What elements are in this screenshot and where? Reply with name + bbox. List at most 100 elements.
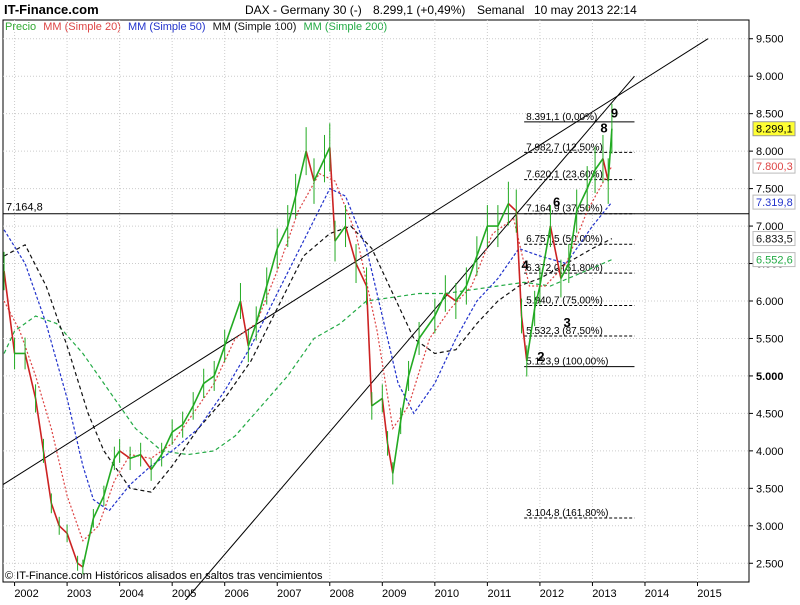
y-tick-label: 7.000 <box>756 221 784 233</box>
value-label: 6.833,5 <box>756 234 793 246</box>
sma100-line <box>3 225 613 493</box>
price-segment <box>586 169 596 189</box>
date-label: 10 may 2013 22:14 <box>534 3 637 17</box>
x-tick-label: 2012 <box>540 588 564 600</box>
last-price-label: 8.299,1 <box>756 124 793 136</box>
price-segment <box>160 431 173 455</box>
wave-label: 9 <box>611 105 618 120</box>
price-segment <box>465 255 478 287</box>
price-segment <box>525 308 536 362</box>
price-segment <box>305 150 315 182</box>
price-segment <box>371 397 383 407</box>
y-tick-label: 5.000 <box>756 371 784 383</box>
legend: Precio MM (Simple 20) MM (Simple 50) MM … <box>5 21 387 33</box>
axes: 2.500 3.000 3.500 4.000 4.500 5.000 5.500 6.000… <box>14 34 784 600</box>
y-tick-label: 8.500 <box>756 109 784 121</box>
price-segment <box>515 211 523 317</box>
price-segment <box>355 263 368 287</box>
site-logo[interactable]: IT-Finance.com <box>4 2 99 17</box>
price-segment <box>82 518 95 568</box>
price-segment <box>294 150 307 197</box>
price-segment <box>399 375 410 422</box>
x-tick-label: 2014 <box>645 588 669 600</box>
sma20-line <box>3 165 613 542</box>
wave-label: 2 <box>537 349 544 364</box>
price-segment <box>171 423 184 433</box>
legend-item-price: Precio <box>5 21 36 33</box>
price-segment <box>139 454 152 471</box>
wave-label: 8 <box>600 120 607 135</box>
x-tick-label: 2006 <box>224 588 248 600</box>
price-segment <box>602 158 609 182</box>
price-segment <box>92 495 105 519</box>
wave-label: 4 <box>522 258 530 273</box>
last-price-box <box>752 121 796 137</box>
fibonacci-levels: 8.391,1 (0,00%) 7.982,7 (12,50%) 7.620,1 (… <box>524 112 635 519</box>
price-segment <box>520 315 528 362</box>
sma200-line <box>3 259 613 456</box>
fib-level-label: 6.757,5 (50,00%) <box>526 234 603 245</box>
price-segment <box>381 398 389 444</box>
x-tick-label: 2002 <box>14 588 38 600</box>
x-tick-label: 2010 <box>435 588 459 600</box>
price-segment <box>34 398 45 451</box>
price-segment <box>568 210 578 264</box>
fib-level-label: 5.123,9 (100,00%) <box>526 357 608 368</box>
x-tick-label: 2005 <box>172 588 196 600</box>
trendline <box>180 75 635 605</box>
price-segment <box>119 450 131 460</box>
value-label-box <box>752 158 796 174</box>
x-tick-label: 2004 <box>119 588 143 600</box>
price-segment <box>66 533 79 564</box>
fib-level-label: 8.391,1 (0,00%) <box>526 112 597 123</box>
value-label: 7.319,8 <box>756 197 793 209</box>
value-label: 6.552,6 <box>756 255 793 267</box>
price-segment <box>42 450 53 504</box>
y-tick-label: 8.000 <box>756 146 784 158</box>
fib-level-label: 5.940,7 (75,00%) <box>526 295 603 306</box>
fib-level-label: 3.104,8 (161,80%) <box>526 508 608 519</box>
series-layer <box>3 103 613 575</box>
y-tick-label: 3.000 <box>756 521 784 533</box>
y-tick-label: 6.000 <box>756 296 784 308</box>
value-label-box <box>752 194 796 210</box>
price-segment <box>276 225 289 249</box>
x-tick-label: 2008 <box>330 588 354 600</box>
price-segment <box>113 450 121 459</box>
price-segment <box>50 503 60 527</box>
legend-item-sma100: MM (Simple 100) <box>213 21 297 33</box>
price-segment <box>239 300 250 347</box>
price-segment <box>386 443 394 474</box>
price-segment <box>328 147 336 242</box>
y-tick-label: 9.000 <box>756 71 784 83</box>
legend-item-sma20: MM (Simple 20) <box>43 21 121 33</box>
price-segment <box>103 458 116 497</box>
price-segment <box>344 225 357 264</box>
value-label-box <box>752 231 796 247</box>
price-segment <box>497 203 510 227</box>
price-segment <box>58 525 68 534</box>
price-segment <box>213 345 226 377</box>
y-tick-label: 4.500 <box>756 408 784 420</box>
value-label-box <box>752 252 796 268</box>
price-segment <box>444 292 457 302</box>
fib-level-label: 6.372,0 (61,80%) <box>526 263 603 274</box>
price-segment <box>323 147 331 159</box>
price-segment <box>476 225 489 257</box>
price-segment <box>507 203 517 212</box>
legend-item-sma50: MM (Simple 50) <box>128 21 206 33</box>
fib-level-label: 7.164,9 (37,50%) <box>526 204 603 215</box>
price-segment <box>434 293 447 317</box>
right-value-labels: 8.299,1 7.800,3 7.319,8 6.833,5 6.552,6 <box>752 121 796 268</box>
wave-label: 3 <box>564 315 571 330</box>
y-tick-label: 5.500 <box>756 333 784 345</box>
price-segment <box>286 195 297 227</box>
x-tick-label: 2009 <box>382 588 406 600</box>
price-segment <box>455 285 468 302</box>
price-segment <box>560 263 570 279</box>
fib-level-label: 7.982,7 (12,50%) <box>526 142 603 153</box>
price-segment <box>255 285 268 324</box>
